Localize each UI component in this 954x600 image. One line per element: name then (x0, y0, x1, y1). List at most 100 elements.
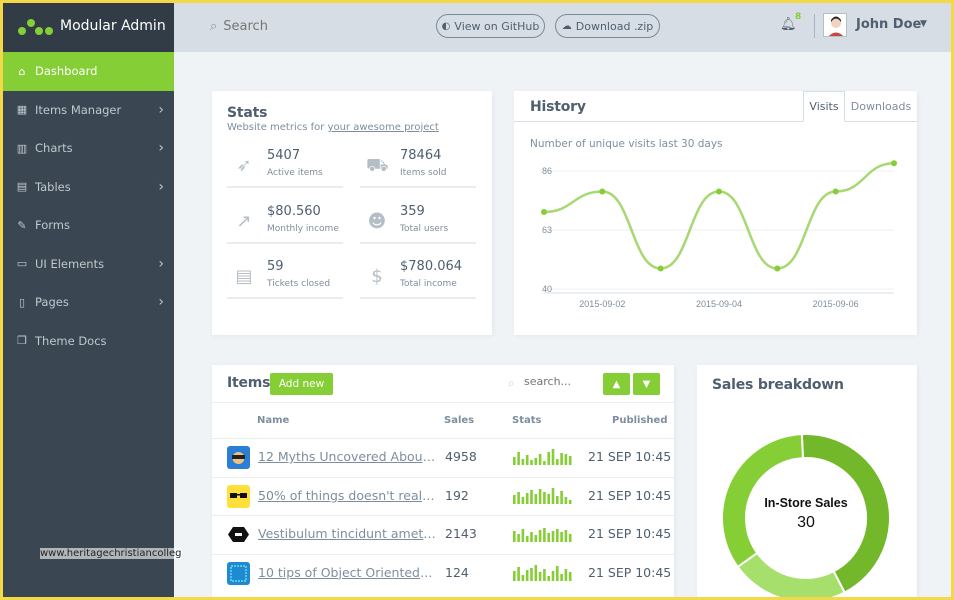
data-point[interactable] (774, 265, 781, 272)
spark-bar (568, 499, 572, 504)
project-link[interactable]: your awesome project (327, 122, 439, 133)
sidebar-item-ui-elements[interactable]: ▭ UI Elements › (0, 245, 174, 284)
spark-bar (521, 574, 525, 581)
chevron-up-icon: ▲ (612, 378, 621, 390)
spark-bar (547, 533, 550, 542)
stats-subtitle: Website metrics for your awesome project (227, 122, 439, 133)
donut-slice[interactable] (721, 433, 805, 569)
table-row[interactable]: 10 tips of Object Oriented Design 124 21 S… (212, 553, 674, 592)
donut-center-value: 30 (797, 514, 815, 531)
col-stats[interactable]: Stats (512, 415, 542, 426)
spark-bar (560, 453, 563, 465)
spark-bar (517, 534, 520, 542)
username[interactable]: John Doe (856, 17, 922, 32)
spark-bar (564, 496, 568, 504)
stats-title: Stats (227, 105, 268, 121)
spark-bar (530, 567, 533, 581)
col-published[interactable]: Published (612, 415, 668, 426)
item-published: 21 SEP 10:45 (588, 564, 672, 580)
search-input[interactable] (223, 18, 404, 34)
sidebar-item-dashboard[interactable]: ⌂ Dashboard (0, 52, 174, 91)
caret-down-icon[interactable]: ▼ (920, 19, 927, 29)
item-name-link[interactable]: Vestibulum tincidunt amet laoreet mauris… (258, 526, 436, 541)
users-icon: ☻ (367, 211, 387, 232)
y-tick-label: 40 (542, 284, 552, 294)
sort-up-button[interactable]: ▲ (603, 373, 630, 395)
item-sparkline (513, 564, 572, 581)
stat-item: ⛟ 78464 Items sold (360, 148, 476, 188)
col-name[interactable]: Name (257, 415, 290, 426)
spark-bar (543, 528, 546, 542)
spark-bar (560, 490, 563, 504)
edit-icon: ✎ (17, 218, 27, 232)
file-icon: ▯ (18, 295, 26, 309)
chevron-down-icon: ▼ (642, 378, 651, 390)
sidebar-item-forms[interactable]: ✎ Forms (0, 206, 174, 245)
col-sales[interactable]: Sales (444, 415, 475, 426)
data-point[interactable] (891, 160, 897, 167)
spark-bar (560, 532, 563, 542)
dollar-icon: $ (371, 266, 383, 287)
spark-bar (534, 564, 538, 581)
spark-bar (568, 534, 572, 542)
github-button[interactable]: ◐ View on GitHub (436, 14, 545, 38)
stat-label: Tickets closed (267, 279, 331, 289)
download-button[interactable]: ☁ Download .zip (555, 14, 660, 38)
table-row[interactable]: Vestibulum tincidunt amet laoreet mauris… (212, 515, 674, 553)
spark-bar (564, 530, 568, 542)
data-point[interactable] (599, 188, 606, 195)
add-new-button[interactable]: Add new (270, 373, 333, 395)
spark-bar (525, 455, 529, 465)
chevron-right-icon: › (158, 140, 164, 156)
spark-bar (530, 532, 533, 542)
bell-icon[interactable]: 🔔︎ (780, 17, 797, 32)
tab-visits[interactable]: Visits (803, 91, 845, 122)
rocket-icon: ➶ (236, 155, 252, 176)
data-point[interactable] (657, 265, 664, 272)
spark-bar (547, 575, 550, 581)
stats-card: Stats Website metrics for your awesome p… (212, 91, 492, 335)
item-thumbnail (227, 561, 250, 585)
sidebar-item-theme-docs[interactable]: ❒ Theme Docs (0, 322, 174, 361)
sidebar-item-label: Theme Docs (35, 333, 107, 348)
items-card: Items Add new ⌕ ▲ ▼ Name Sales Stats Pub… (212, 365, 674, 600)
item-name-link[interactable]: 10 tips of Object Oriented Design (258, 564, 436, 580)
data-point[interactable] (541, 209, 547, 216)
table-row[interactable]: 50% of things doesn't really belongs to … (212, 476, 674, 515)
cart-icon: ⛟ (366, 155, 389, 176)
data-point[interactable] (716, 188, 722, 195)
sidebar-item-items-manager[interactable]: ▦ Items Manager › (0, 91, 174, 130)
spark-bar (538, 488, 542, 504)
brand[interactable]: Modular Admin (0, 0, 174, 52)
sidebar-item-pages[interactable]: ▯ Pages › (0, 283, 174, 322)
avatar[interactable] (823, 13, 847, 37)
donut-slice[interactable] (736, 551, 847, 600)
item-name-link[interactable]: 12 Myths Uncovered About IT & Software (258, 449, 436, 464)
data-point[interactable] (832, 188, 839, 195)
stat-label: Total users (400, 224, 449, 234)
spark-bar (564, 454, 568, 465)
sidebar-item-tables[interactable]: ▤ Tables › (0, 168, 174, 207)
item-name-link[interactable]: 50% of things doesn't really belongs to … (258, 487, 436, 503)
item-thumbnail (227, 446, 250, 469)
table-icon: ▤ (16, 180, 28, 194)
sidebar-item-label: Forms (35, 218, 70, 233)
tab-downloads[interactable]: Downloads (850, 100, 912, 113)
sort-down-button[interactable]: ▼ (633, 373, 660, 395)
spark-bar (517, 566, 520, 581)
table-row[interactable]: 12 Myths Uncovered About IT & Software 49… (212, 438, 674, 476)
chevron-right-icon: › (158, 294, 164, 310)
spark-bar (513, 531, 516, 542)
sidebar-item-charts[interactable]: ▥ Charts › (0, 129, 174, 168)
stat-item: ↗ $80.560 Monthly income (227, 204, 343, 244)
stat-value: 59 (267, 259, 284, 274)
items-search-input[interactable] (524, 375, 604, 388)
spark-bar (530, 460, 533, 465)
spark-bar (521, 529, 525, 542)
spark-bar (534, 493, 538, 504)
spark-bar (543, 491, 546, 504)
spark-bar (538, 530, 542, 542)
spark-bar (525, 492, 529, 504)
spark-bar (568, 571, 572, 581)
history-card: History Visits Downloads Number of uniqu… (514, 91, 917, 335)
